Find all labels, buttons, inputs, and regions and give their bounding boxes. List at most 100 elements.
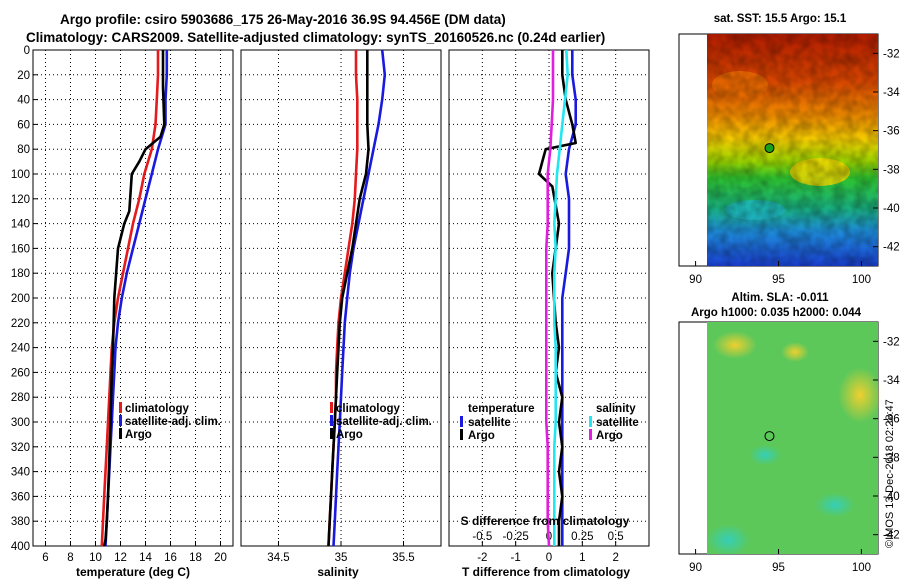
lon-tick-label: 100	[852, 562, 871, 574]
lat-tick-label: -32	[883, 336, 900, 348]
series-line-climatology	[100, 50, 160, 547]
salinity-x-ticks: 34.5 35 35.5	[267, 541, 415, 564]
x-tick-label: 12	[114, 552, 127, 564]
s-tick-label: 0.5	[608, 531, 624, 543]
x-tick-label: 18	[189, 552, 202, 564]
sla-map-subtitle: Argo h1000: 0.035 h2000: 0.044	[691, 307, 862, 319]
x-tick-label: 8	[67, 552, 73, 564]
sst-image	[707, 34, 878, 266]
depth-tick-label: 200	[11, 293, 30, 305]
sla-low-1	[706, 524, 750, 556]
x-tick-label: 35.5	[392, 552, 414, 564]
lon-tick-label: 90	[689, 562, 702, 574]
legend-s-argo-label: Argo	[596, 430, 623, 442]
depth-tick-label: 40	[17, 95, 30, 107]
legend-salinity-heading: salinity	[596, 403, 636, 415]
depth-tick-label: 60	[17, 119, 30, 131]
legend-t-argo-swatch	[460, 429, 463, 440]
series-line-s-argo	[544, 50, 555, 547]
depth-tick-label: 180	[11, 268, 30, 280]
sst-lat-ticks: -32 -34 -36 -38 -40 -42	[873, 48, 900, 254]
legend-argo-swatch	[119, 428, 122, 439]
sal-legend-argo-swatch	[330, 428, 333, 439]
legend-s-satellite-swatch	[589, 416, 592, 427]
sla-map-title: Altim. SLA: -0.011	[731, 292, 829, 304]
depth-tick-label: 260	[11, 367, 30, 379]
depth-tick-label: 360	[11, 491, 30, 503]
lat-tick-label: -34	[883, 375, 900, 387]
lat-tick-label: -42	[883, 530, 900, 542]
lat-tick-label: -36	[883, 126, 900, 138]
depth-tick-label: 320	[11, 442, 30, 454]
temperature-x-ticks: 6 8 10 12 14 16 18 20	[42, 541, 227, 564]
difference-legend: temperature satellite Argo salinity sate…	[460, 403, 639, 442]
series-line-satellite-adj-clim-	[332, 49, 387, 547]
sal-legend-satellite-label: satellite-adj. clim.	[336, 416, 432, 428]
x-tick-label: -2	[477, 552, 487, 564]
salinity-series	[327, 49, 387, 547]
x-tick-label: 20	[214, 552, 227, 564]
depth-tick-label: 220	[11, 318, 30, 330]
depth-tick-label: 0	[24, 45, 30, 57]
x-tick-label: 1	[579, 552, 585, 564]
difference-x-ticks: -2 -1 0 1 2	[477, 541, 619, 564]
depth-tick-label: 240	[11, 343, 30, 355]
sla-high-3	[781, 342, 809, 362]
figure-title-line2: Climatology: CARS2009. Satellite-adjuste…	[26, 30, 605, 45]
lat-tick-label: -40	[883, 491, 900, 503]
x-tick-label: 14	[139, 552, 152, 564]
salinity-legend: climatology satellite-adj. clim. Argo	[330, 402, 432, 441]
temperature-series	[100, 50, 169, 547]
t-difference-xlabel: T difference from climatology	[462, 565, 630, 579]
legend-satellite-swatch	[119, 415, 122, 426]
lon-tick-label: 90	[689, 274, 702, 286]
lat-tick-label: -40	[883, 203, 900, 215]
sla-lon-ticks: 90 95 100	[689, 549, 871, 574]
salinity-panel: 34.5 35 35.5 salinity climatology satellit…	[240, 49, 442, 579]
series-line-argo	[102, 50, 166, 547]
salinity-xlabel: salinity	[317, 565, 359, 579]
sst-map-title: sat. SST: 15.5 Argo: 15.1	[714, 13, 847, 25]
depth-tick-label: 80	[17, 144, 30, 156]
difference-panel: -2 -1 0 1 2 -0.5 -0.25 0 0.25 0.5 S difference f…	[448, 49, 650, 579]
s-tick-label: -0.5	[472, 531, 492, 543]
series-line-t-argo	[537, 50, 578, 546]
temperature-xlabel: temperature (deg C)	[76, 565, 190, 579]
sst-texture	[707, 34, 878, 266]
series-line-argo	[327, 50, 370, 547]
difference-series	[537, 49, 578, 547]
legend-t-satellite-label: satellite	[468, 417, 511, 429]
depth-tick-label: 140	[11, 219, 30, 231]
lon-tick-label: 95	[772, 274, 785, 286]
x-tick-label: 16	[164, 552, 177, 564]
depth-tick-label: 340	[11, 467, 30, 479]
sst-argo-position-marker	[764, 143, 775, 154]
sla-high-2	[838, 367, 882, 423]
legend-argo-label: Argo	[125, 429, 152, 441]
legend-temperature-heading: temperature	[468, 403, 534, 415]
x-tick-label: 34.5	[267, 552, 289, 564]
lat-tick-label: -36	[883, 414, 900, 426]
sla-map-panel: Altim. SLA: -0.011 Argo h1000: 0.035 h20…	[678, 292, 900, 574]
temperature-panel: 0 20 40 60 80 100 120 140 160 180 200 220 240 260 280 3…	[11, 45, 234, 579]
legend-t-satellite-swatch	[460, 416, 463, 427]
imos-credit: ©IMOS 13-Dec-2018 02:28:47	[884, 399, 896, 548]
legend-climatology-label: climatology	[125, 403, 190, 415]
depth-tick-label: 280	[11, 392, 30, 404]
x-tick-label: -1	[511, 552, 521, 564]
x-tick-label: 2	[612, 552, 618, 564]
lat-tick-label: -32	[883, 48, 900, 60]
lon-tick-label: 100	[852, 274, 871, 286]
depth-tick-label: 120	[11, 194, 30, 206]
s-tick-label: -0.25	[503, 531, 529, 543]
temperature-legend: climatology satellite-adj. clim. Argo	[119, 402, 221, 441]
x-tick-label: 6	[42, 552, 48, 564]
sst-lon-ticks: 90 95 100	[689, 261, 871, 286]
legend-s-satellite-label: satellite	[596, 417, 639, 429]
sst-map-panel: sat. SST: 15.5 Argo: 15.1 -32 -34 -36 -38 -4…	[678, 13, 900, 286]
x-tick-label: 35	[335, 552, 348, 564]
legend-t-argo-label: Argo	[468, 430, 495, 442]
lon-tick-label: 95	[772, 562, 785, 574]
sal-legend-climatology-label: climatology	[336, 403, 401, 415]
